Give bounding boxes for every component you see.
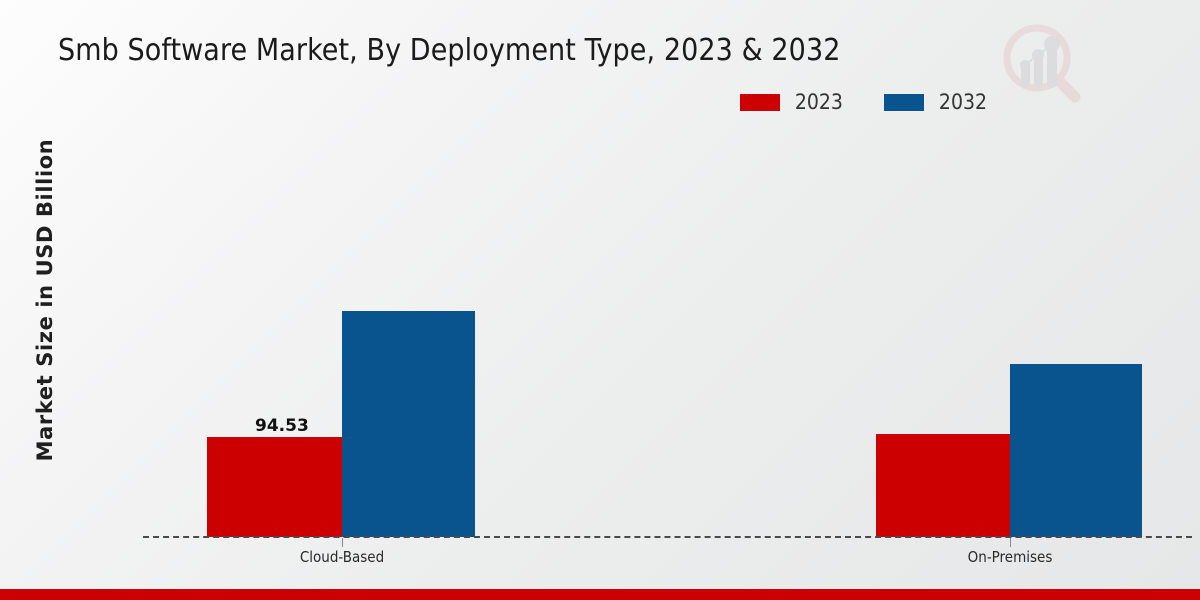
- x-axis-label-cloud-based: Cloud-Based: [299, 548, 385, 566]
- bar-value-label-cloud-based-2023: 94.53: [255, 416, 309, 436]
- x-axis-tick-on-premises: [1010, 538, 1011, 547]
- chart-title: Smb Software Market, By Deployment Type,…: [58, 33, 841, 68]
- market-research-logo-watermark: [995, 18, 1087, 110]
- bar-cloud-based-2032[interactable]: [342, 311, 475, 537]
- legend-swatch-2023: [738, 92, 781, 112]
- chart-legend: 2023 2032: [738, 90, 987, 114]
- y-axis-title: Market Size in USD Billion: [33, 138, 57, 462]
- legend-label-2032: 2032: [938, 90, 987, 114]
- x-axis-baseline: [143, 536, 1192, 538]
- legend-label-2023: 2023: [794, 90, 843, 114]
- legend-swatch-2032: [882, 92, 925, 112]
- legend-item-2032[interactable]: 2032: [882, 90, 987, 114]
- plot-area: 94.53: [143, 130, 1192, 537]
- x-axis-tick-cloud-based: [342, 538, 343, 547]
- x-axis-label-on-premises: On-Premises: [967, 548, 1053, 566]
- bar-on-premises-2023[interactable]: [876, 434, 1010, 537]
- bar-cloud-based-2023[interactable]: [207, 437, 342, 537]
- bar-on-premises-2032[interactable]: [1010, 364, 1142, 537]
- bottom-accent-band: [0, 589, 1200, 600]
- legend-item-2023[interactable]: 2023: [738, 90, 843, 114]
